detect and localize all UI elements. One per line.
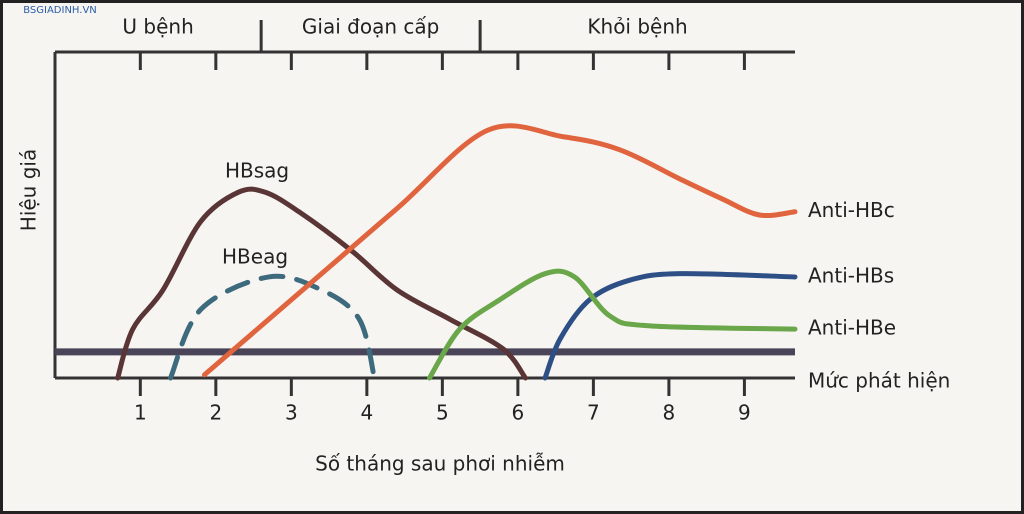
x-tick-label: 9 <box>738 401 751 425</box>
series-line <box>427 268 798 381</box>
detection-label: Mức phát hiện <box>808 369 950 393</box>
series-line <box>168 273 377 381</box>
series-line <box>542 271 798 381</box>
x-tick-label: 6 <box>512 401 525 425</box>
x-tick-label: 7 <box>587 401 600 425</box>
series-label: Anti-HBs <box>808 263 894 287</box>
phase-label: Khỏi bệnh <box>587 15 687 39</box>
x-tick-label: 3 <box>285 401 298 425</box>
series-line <box>115 186 528 381</box>
series-line <box>202 123 798 378</box>
series-label: Anti-HBc <box>808 198 895 222</box>
x-tick-label: 8 <box>663 401 676 425</box>
series-label: Anti-HBe <box>808 316 896 340</box>
x-tick-label: 2 <box>209 401 222 425</box>
x-tick-label: 5 <box>436 401 449 425</box>
y-axis-label: Hiệu giá <box>17 149 41 231</box>
series-label: HBeag <box>222 245 288 269</box>
series-label: HBsag <box>225 159 289 183</box>
x-axis-label: Số tháng sau phơi nhiễm <box>315 452 565 476</box>
x-tick-label: 1 <box>134 401 147 425</box>
phase-label: U bệnh <box>122 15 193 39</box>
x-tick-label: 4 <box>360 401 373 425</box>
watermark: BSGIADINH.VN <box>23 5 97 16</box>
phase-label: Giai đoạn cấp <box>302 15 439 39</box>
